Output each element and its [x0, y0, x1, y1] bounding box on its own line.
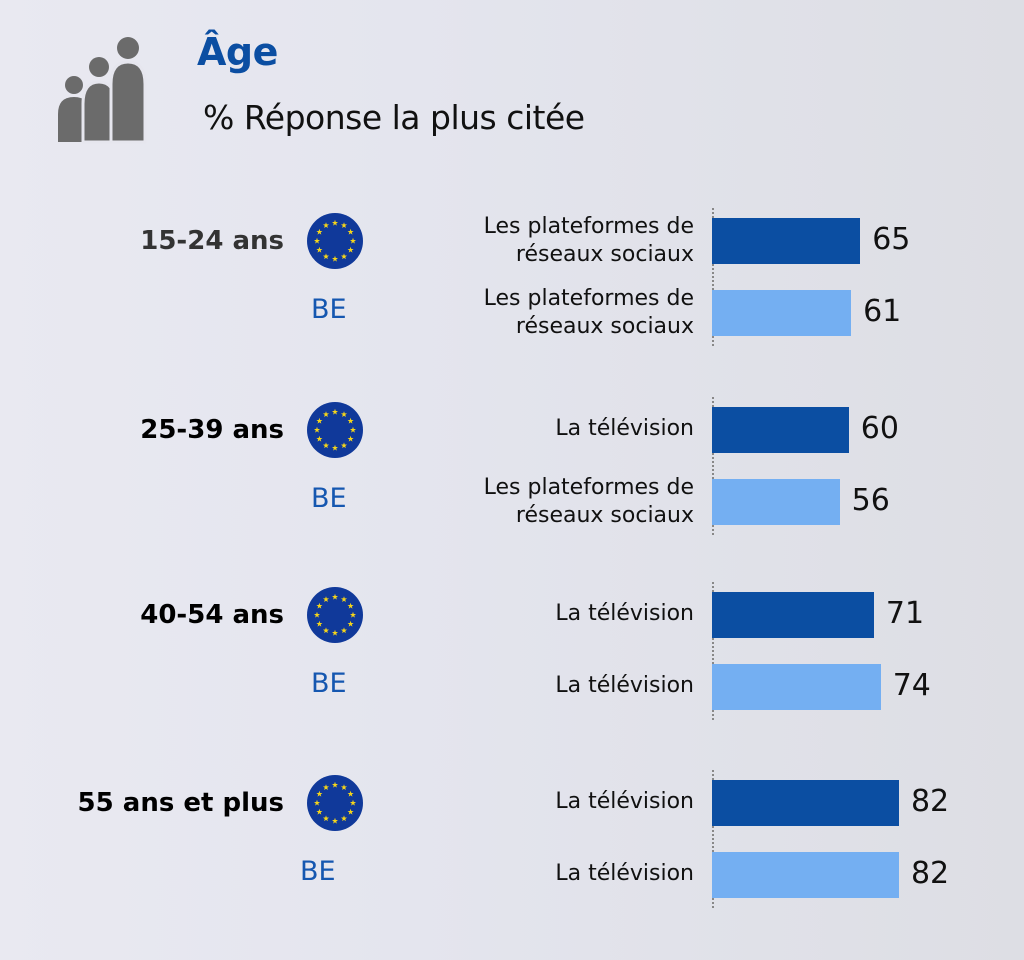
bar-eu: [712, 780, 899, 826]
bar-value-label: 82: [910, 784, 950, 819]
bar-eu: [712, 592, 874, 638]
age-group-label: 15-24 ans: [140, 226, 284, 256]
bar-eu: [712, 218, 861, 264]
eu-flag-icon: [307, 587, 363, 643]
be-country-label: BE: [300, 856, 336, 887]
answer-label: La télévision: [555, 861, 694, 886]
bar-be: [712, 479, 840, 525]
be-country-label: BE: [311, 668, 347, 699]
answer-label: La télévision: [555, 673, 694, 698]
chart-subtitle: % Réponse la plus citée: [203, 98, 585, 137]
bar-be: [712, 290, 852, 336]
bar-value-label: 71: [885, 596, 925, 631]
answer-label: Les plateformes de réseaux sociaux: [483, 475, 694, 528]
age-group-label: 55 ans et plus: [77, 788, 284, 818]
answer-label: Les plateformes de réseaux sociaux: [483, 286, 694, 339]
eu-flag-icon: [307, 402, 363, 458]
bar-be: [712, 664, 881, 710]
bar-value-label: 82: [910, 856, 950, 891]
axis-line: [712, 770, 714, 908]
answer-label: La télévision: [555, 601, 694, 626]
axis-line: [712, 397, 714, 535]
people-age-icon: [58, 37, 147, 144]
bar-be: [712, 852, 899, 898]
be-country-label: BE: [311, 483, 347, 514]
answer-label: Les plateformes de réseaux sociaux: [483, 214, 694, 267]
bar-value-label: 65: [872, 222, 911, 257]
axis-line: [712, 208, 714, 346]
chart-title: Âge: [197, 30, 278, 74]
bar-eu: [712, 407, 849, 453]
eu-flag-icon: [307, 775, 363, 831]
axis-line: [712, 582, 714, 720]
bar-value-label: 60: [860, 411, 899, 446]
age-group-label: 40-54 ans: [140, 600, 284, 630]
header: Âge % Réponse la plus citée: [0, 0, 1024, 170]
bar-value-label: 56: [851, 483, 890, 518]
age-group-label: 25-39 ans: [140, 415, 284, 445]
bar-value-label: 61: [863, 294, 902, 329]
bar-value-label: 74: [892, 668, 931, 703]
eu-flag-icon: [307, 213, 363, 269]
answer-label: La télévision: [555, 416, 694, 441]
be-country-label: BE: [311, 294, 347, 325]
answer-label: La télévision: [555, 789, 694, 814]
